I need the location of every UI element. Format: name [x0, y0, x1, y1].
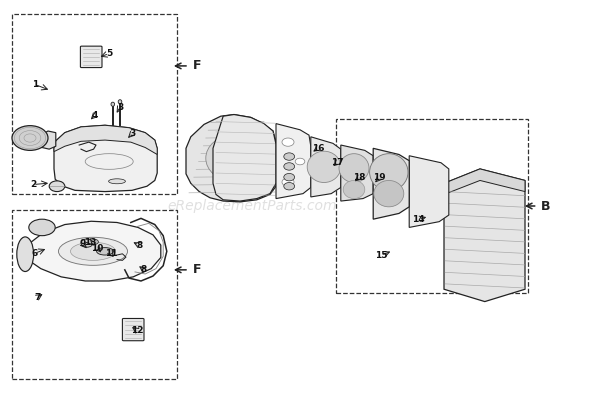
Polygon shape: [24, 221, 161, 281]
Text: 6: 6: [32, 249, 38, 258]
Circle shape: [284, 183, 295, 190]
Ellipse shape: [71, 242, 115, 260]
Polygon shape: [213, 115, 276, 201]
Text: 14: 14: [412, 215, 425, 224]
Circle shape: [91, 239, 98, 244]
Ellipse shape: [29, 219, 55, 236]
Polygon shape: [444, 169, 525, 302]
Text: B: B: [541, 199, 551, 213]
Text: 1: 1: [32, 80, 38, 89]
FancyBboxPatch shape: [80, 46, 102, 68]
Ellipse shape: [307, 151, 341, 183]
Text: 5: 5: [106, 49, 112, 58]
Text: 2: 2: [30, 180, 36, 189]
Circle shape: [284, 173, 295, 181]
Polygon shape: [54, 125, 157, 154]
Polygon shape: [54, 125, 157, 192]
Polygon shape: [39, 131, 56, 149]
Ellipse shape: [59, 237, 128, 265]
Ellipse shape: [17, 237, 34, 272]
Text: 8: 8: [136, 241, 142, 250]
Polygon shape: [186, 115, 276, 202]
Text: F: F: [193, 263, 202, 276]
Circle shape: [49, 181, 65, 192]
Circle shape: [282, 178, 294, 186]
Ellipse shape: [217, 144, 250, 172]
Circle shape: [284, 163, 295, 170]
Text: 19: 19: [373, 173, 386, 183]
Text: 3: 3: [117, 103, 123, 112]
Ellipse shape: [343, 180, 365, 199]
Circle shape: [12, 126, 48, 150]
Text: 12: 12: [131, 326, 143, 335]
Text: F: F: [193, 59, 202, 73]
Text: 9: 9: [80, 239, 86, 248]
Text: 15: 15: [375, 251, 387, 260]
Ellipse shape: [109, 179, 125, 184]
Text: 18: 18: [353, 173, 365, 183]
Polygon shape: [341, 145, 373, 201]
Text: 4: 4: [92, 111, 98, 120]
Polygon shape: [276, 124, 311, 199]
Polygon shape: [409, 156, 449, 227]
Circle shape: [284, 153, 295, 160]
Polygon shape: [444, 169, 525, 194]
Ellipse shape: [97, 248, 113, 255]
Ellipse shape: [111, 102, 115, 106]
Text: 11: 11: [105, 249, 117, 258]
FancyBboxPatch shape: [122, 318, 144, 341]
Text: 7: 7: [34, 293, 40, 302]
Circle shape: [81, 239, 93, 247]
Polygon shape: [373, 148, 409, 219]
Polygon shape: [311, 137, 341, 197]
Text: 16: 16: [312, 144, 324, 153]
Circle shape: [282, 138, 294, 146]
Ellipse shape: [118, 100, 122, 104]
Ellipse shape: [374, 180, 404, 207]
Text: 8: 8: [141, 265, 147, 274]
Ellipse shape: [206, 136, 260, 181]
Ellipse shape: [370, 154, 408, 191]
Text: eReplacementParts.com: eReplacementParts.com: [167, 199, 337, 213]
Text: 13: 13: [84, 238, 96, 247]
Circle shape: [295, 158, 305, 165]
Text: 10: 10: [91, 243, 103, 253]
Ellipse shape: [339, 154, 369, 183]
Text: 17: 17: [331, 158, 344, 167]
Text: 3: 3: [129, 129, 135, 138]
